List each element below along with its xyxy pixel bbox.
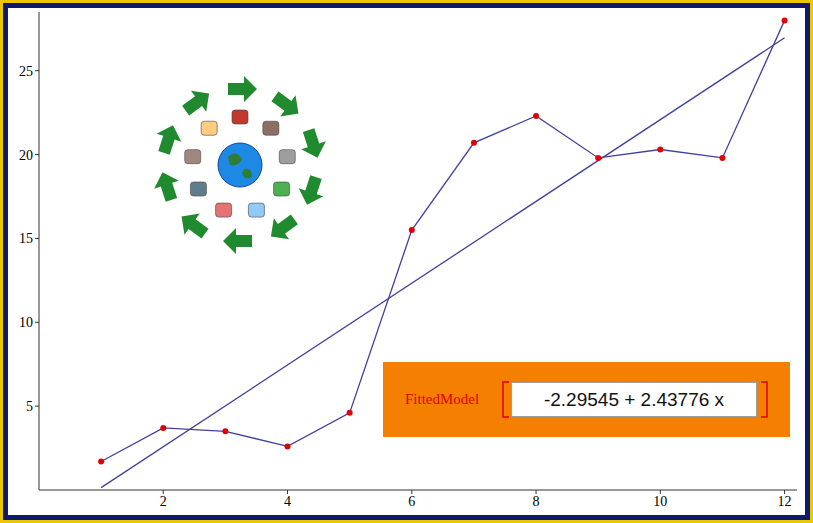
html-text:FittedModel: FittedModel — [405, 391, 480, 407]
svg-text:5: 5 — [26, 399, 33, 414]
svg-text:20: 20 — [19, 148, 33, 163]
html-text:-2.29545 + 2.43776 x: -2.29545 + 2.43776 x — [543, 388, 725, 410]
svg-text:4: 4 — [284, 494, 291, 509]
svg-text:8: 8 — [533, 494, 540, 509]
svg-text:2: 2 — [160, 494, 167, 509]
svg-text:10: 10 — [653, 494, 667, 509]
svg-text:6: 6 — [408, 494, 415, 509]
svg-text:15: 15 — [19, 231, 33, 246]
svg-text:12: 12 — [778, 494, 792, 509]
svg-text:25: 25 — [19, 64, 33, 79]
svg-text:10: 10 — [19, 315, 33, 330]
